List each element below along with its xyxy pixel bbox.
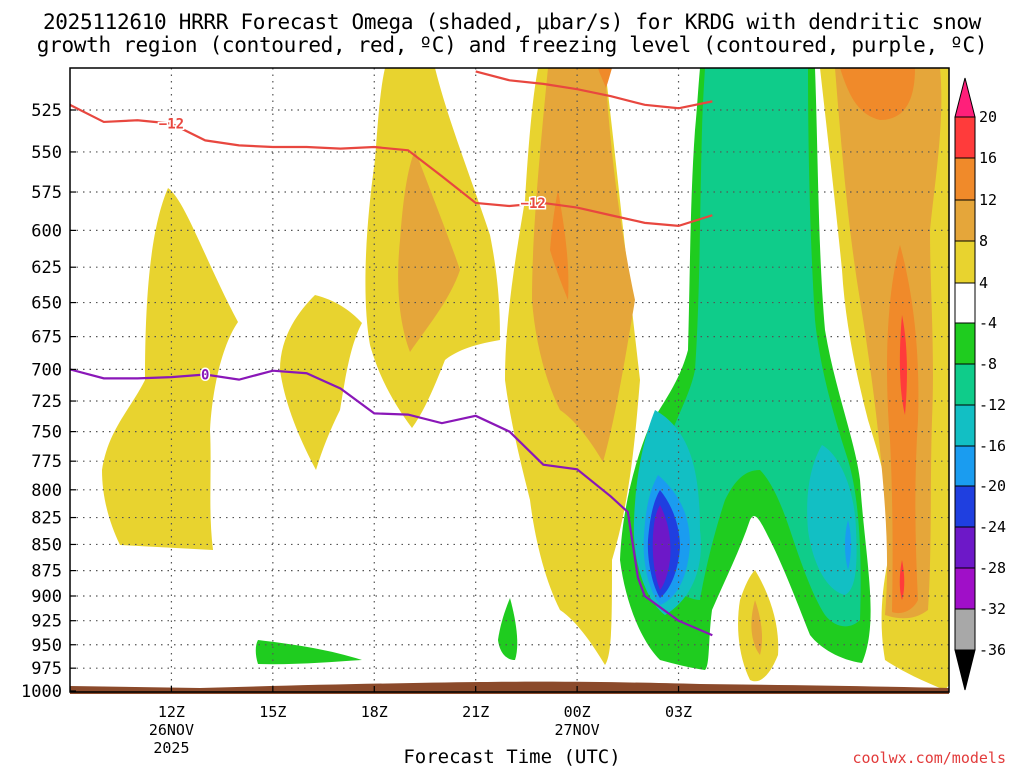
- colorbar-tick-label: 8: [979, 232, 988, 250]
- x-tick-label: 21Z: [462, 703, 489, 721]
- omega-region: [751, 600, 763, 655]
- contour-line: [475, 70, 713, 110]
- colorbar-top-arrow: [954, 77, 976, 118]
- omega-region: [102, 188, 238, 550]
- colorbar-swatch: [954, 199, 976, 242]
- x-axis-label: Forecast Time (UTC): [403, 746, 621, 768]
- y-tick-label: 925: [31, 612, 62, 632]
- y-tick-label: 825: [31, 509, 62, 529]
- colorbar-swatch: [954, 404, 976, 447]
- y-tick-label: 950: [31, 636, 62, 656]
- colorbar-swatch: [954, 445, 976, 487]
- y-tick-label: 675: [31, 328, 62, 348]
- x-tick-date-label: 26NOV: [149, 721, 194, 739]
- colorbar-tick-label: 16: [979, 149, 997, 167]
- colorbar-swatch: [954, 240, 976, 284]
- colorbar-tick-label: -16: [979, 437, 1006, 455]
- y-tick-label: 850: [31, 535, 62, 555]
- omega-shading: [102, 68, 949, 690]
- y-tick-label: 575: [31, 183, 62, 203]
- colorbar-bottom-arrow: [954, 649, 976, 691]
- omega-region: [807, 445, 857, 595]
- contour-lines: −12 −12 0: [70, 70, 713, 637]
- colorbar-swatch: [954, 282, 976, 324]
- colorbar: 20 16 12 8 4 -4 -8 -12 -16 -20 -24 -28 -32 -36: [954, 77, 1006, 691]
- y-tick-label: 975: [31, 659, 62, 679]
- colorbar-swatch: [954, 567, 976, 610]
- colorbar-swatch: [954, 322, 976, 365]
- omega-region: [652, 505, 671, 590]
- omega-region: [645, 68, 861, 627]
- contour-label: −12: [159, 117, 184, 133]
- grid-lines: [70, 68, 949, 692]
- colorbar-tick-label: -20: [979, 477, 1006, 495]
- y-tick-label: 1000: [21, 682, 62, 702]
- omega-region: [887, 245, 919, 614]
- ground-surface: [70, 681, 949, 694]
- omega-region: [550, 190, 569, 300]
- y-tick-label: 725: [31, 392, 62, 412]
- colorbar-swatch: [954, 157, 976, 201]
- colorbar-swatch: [954, 526, 976, 569]
- y-tick-label: 600: [31, 221, 62, 241]
- omega-region: [498, 598, 518, 660]
- colorbar-tick-label: -4: [979, 314, 997, 332]
- contour-line: [70, 103, 713, 227]
- x-tick-label: 03Z: [665, 703, 692, 721]
- y-tick-label: 750: [31, 423, 62, 443]
- y-tick-label: 775: [31, 452, 62, 472]
- omega-region: [532, 68, 635, 462]
- plot-frame: [69, 67, 950, 693]
- colorbar-tick-label: 12: [979, 191, 997, 209]
- y-tick-label: 700: [31, 360, 62, 380]
- x-tick-year-label: 2025: [153, 739, 189, 757]
- y-tick-label: 550: [31, 143, 62, 163]
- colorbar-swatch: [954, 485, 976, 528]
- colorbar-tick-label: -24: [979, 518, 1006, 536]
- colorbar-tick-label: 4: [979, 274, 988, 292]
- colorbar-tick-label: 20: [979, 108, 997, 126]
- contour-line: [70, 368, 713, 637]
- x-tick-label: 15Z: [259, 703, 286, 721]
- chart-title-line-1: 2025112610 HRRR Forecast Omega (shaded, …: [42, 10, 982, 34]
- x-tick-label: 12Z: [158, 703, 185, 721]
- omega-region: [398, 150, 460, 352]
- colorbar-tick-label: -12: [979, 396, 1006, 414]
- chart-title-line-2: growth region (contoured, red, ºC) and f…: [36, 33, 988, 57]
- x-tick-label: 00Z: [564, 703, 591, 721]
- colorbar-tick-label: -8: [979, 355, 997, 373]
- omega-region: [840, 68, 915, 120]
- x-tick-label: 18Z: [361, 703, 388, 721]
- y-tick-label: 800: [31, 481, 62, 501]
- colorbar-tick-label: -28: [979, 559, 1006, 577]
- x-tick-date-label: 27NOV: [555, 721, 600, 739]
- omega-region: [845, 520, 851, 570]
- colorbar-swatch: [954, 116, 976, 159]
- colorbar-swatch: [954, 363, 976, 406]
- y-tick-label: 875: [31, 562, 62, 582]
- y-axis: 525 550 575 600 625 650 675 700 725 750 775 800 825 8…: [21, 101, 76, 702]
- colorbar-tick-label: -32: [979, 600, 1006, 618]
- omega-region: [255, 640, 362, 665]
- y-tick-label: 625: [31, 258, 62, 278]
- contour-label: −12: [521, 196, 546, 212]
- y-tick-label: 525: [31, 101, 62, 121]
- contour-label: 0: [201, 368, 209, 384]
- colorbar-swatch: [954, 608, 976, 651]
- colorbar-tick-label: -36: [979, 641, 1006, 659]
- y-tick-label: 650: [31, 294, 62, 314]
- omega-region: [899, 315, 907, 415]
- omega-region: [280, 295, 362, 470]
- omega-region: [598, 68, 612, 88]
- y-tick-label: 900: [31, 587, 62, 607]
- credit-text: coolwx.com/models: [852, 749, 1006, 767]
